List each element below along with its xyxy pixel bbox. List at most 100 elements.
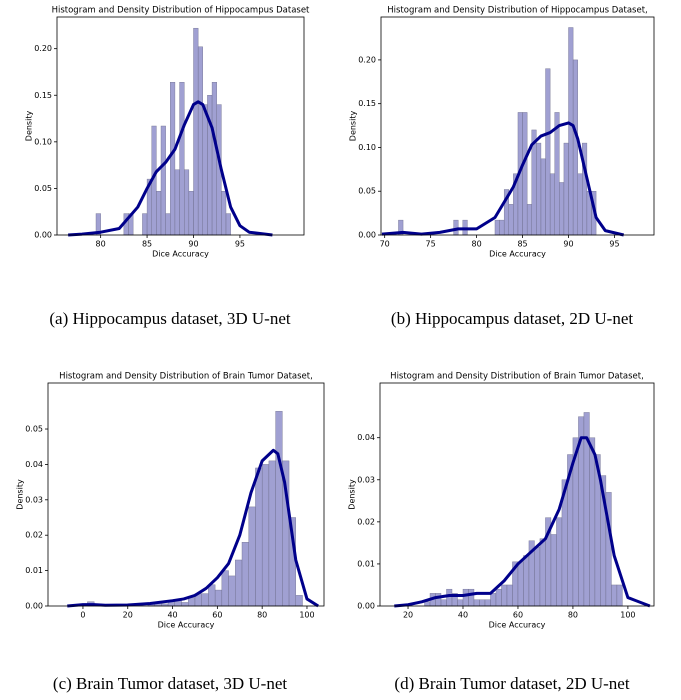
histogram-bar <box>499 219 505 236</box>
axes-frame <box>380 16 655 236</box>
x-axis-label: Dice Accuracy <box>489 250 546 259</box>
histogram-bar <box>248 506 256 607</box>
y-tick-label: 0.00 <box>358 231 376 240</box>
y-tick-label: 0.15 <box>34 91 52 100</box>
axes-frame <box>56 16 305 236</box>
histogram-bar <box>468 588 475 607</box>
histogram-bar <box>174 169 180 236</box>
histogram-bar <box>214 589 223 607</box>
histogram-bar <box>462 588 469 607</box>
x-tick-label: 80 <box>472 240 482 249</box>
x-tick-label: 95 <box>609 240 619 249</box>
histogram-bar <box>554 112 560 236</box>
y-tick-label: 0.05 <box>25 425 43 434</box>
histogram-bar <box>522 112 528 236</box>
y-axis-label: Density <box>348 479 357 510</box>
y-tick-label: 0.02 <box>25 531 43 540</box>
histogram-bar <box>440 599 447 607</box>
x-tick-label: 85 <box>517 240 527 249</box>
y-tick-label: 0.04 <box>357 433 375 442</box>
histogram-bar <box>241 542 249 607</box>
histogram-bar <box>142 213 148 236</box>
histogram-bar <box>536 142 542 236</box>
histogram-bar <box>506 584 513 607</box>
histogram-bar <box>295 595 303 607</box>
histogram-bar <box>208 584 216 607</box>
density-curve <box>381 121 625 237</box>
x-tick-label: 70 <box>380 240 390 249</box>
histogram-bar <box>435 593 442 607</box>
x-tick-label: 90 <box>188 240 198 249</box>
x-tick-label: 100 <box>299 611 314 620</box>
histogram-bar <box>539 538 546 607</box>
density-curve <box>68 100 273 237</box>
histogram-bar <box>540 158 546 236</box>
histogram-bar <box>261 464 270 607</box>
y-tick-label: 0.20 <box>34 44 52 53</box>
x-tick-label: 60 <box>513 611 523 620</box>
y-tick-label: 0.04 <box>25 460 43 469</box>
density-curve <box>67 448 319 608</box>
histogram-bar <box>494 219 500 236</box>
histogram-bar <box>188 597 196 607</box>
chart-title: Histogram and Density Distribution of Br… <box>390 372 644 382</box>
y-tick-label: 0.10 <box>34 137 52 146</box>
y-tick-label: 0.03 <box>25 495 43 504</box>
histogram-bar <box>228 575 236 607</box>
histogram-bar <box>446 588 453 607</box>
y-tick-label: 0.01 <box>25 566 43 575</box>
y-tick-label: 0.01 <box>357 559 375 568</box>
histogram-bar <box>523 555 530 607</box>
histogram-bar <box>179 82 185 236</box>
x-tick-label: 20 <box>403 611 413 620</box>
axes-frame <box>47 382 325 607</box>
y-tick-label: 0.05 <box>34 184 52 193</box>
x-axis-label: Dice Accuracy <box>489 621 546 630</box>
caption: (a) Hippocampus dataset, 3D U-net <box>49 309 291 328</box>
histogram-bar <box>201 593 209 607</box>
histogram-bar <box>193 27 199 236</box>
chart-title: Histogram and Density Distribution of Hi… <box>387 6 648 16</box>
histogram-bar <box>268 460 276 607</box>
histogram-bar <box>534 546 541 607</box>
density-curve <box>394 436 651 608</box>
chart-title: Histogram and Density Distribution of Hi… <box>52 6 310 16</box>
histogram-bar <box>225 213 231 236</box>
y-tick-label: 0.00 <box>25 602 43 611</box>
axes-frame <box>379 382 655 607</box>
y-tick-label: 0.20 <box>358 55 376 64</box>
histogram-bar <box>550 534 557 607</box>
histogram-bar <box>484 599 491 607</box>
y-tick-label: 0.10 <box>358 143 376 152</box>
histogram-bar <box>165 213 171 236</box>
histogram-bar <box>517 561 524 607</box>
histogram-bar <box>563 142 569 236</box>
histogram-bar <box>221 570 229 607</box>
histogram-bar <box>181 602 189 607</box>
x-axis-label: Dice Accuracy <box>152 250 209 259</box>
histogram-bar <box>559 182 565 236</box>
histogram-bar <box>197 46 203 236</box>
histogram-bar <box>577 173 583 236</box>
x-axis-label: Dice Accuracy <box>158 621 215 630</box>
x-tick-label: 60 <box>212 611 222 620</box>
histogram-bar <box>255 467 263 607</box>
x-tick-label: 20 <box>123 611 133 620</box>
x-tick-label: 0 <box>80 611 85 620</box>
histogram-bar <box>479 599 486 607</box>
histogram-bar <box>545 68 551 236</box>
y-axis-label: Density <box>16 479 25 510</box>
caption: (d) Brain Tumor dataset, 2D U-net <box>394 674 629 693</box>
histogram-bar <box>616 584 623 607</box>
x-tick-label: 75 <box>426 240 436 249</box>
y-tick-label: 0.05 <box>358 187 376 196</box>
caption: (b) Hippocampus dataset, 2D U-net <box>391 309 633 328</box>
histogram-bar <box>556 517 563 607</box>
histogram-bar <box>202 104 208 236</box>
histogram-bar <box>549 173 555 236</box>
x-tick-label: 85 <box>142 240 152 249</box>
x-tick-label: 80 <box>96 240 106 249</box>
histogram-bar <box>495 588 502 607</box>
